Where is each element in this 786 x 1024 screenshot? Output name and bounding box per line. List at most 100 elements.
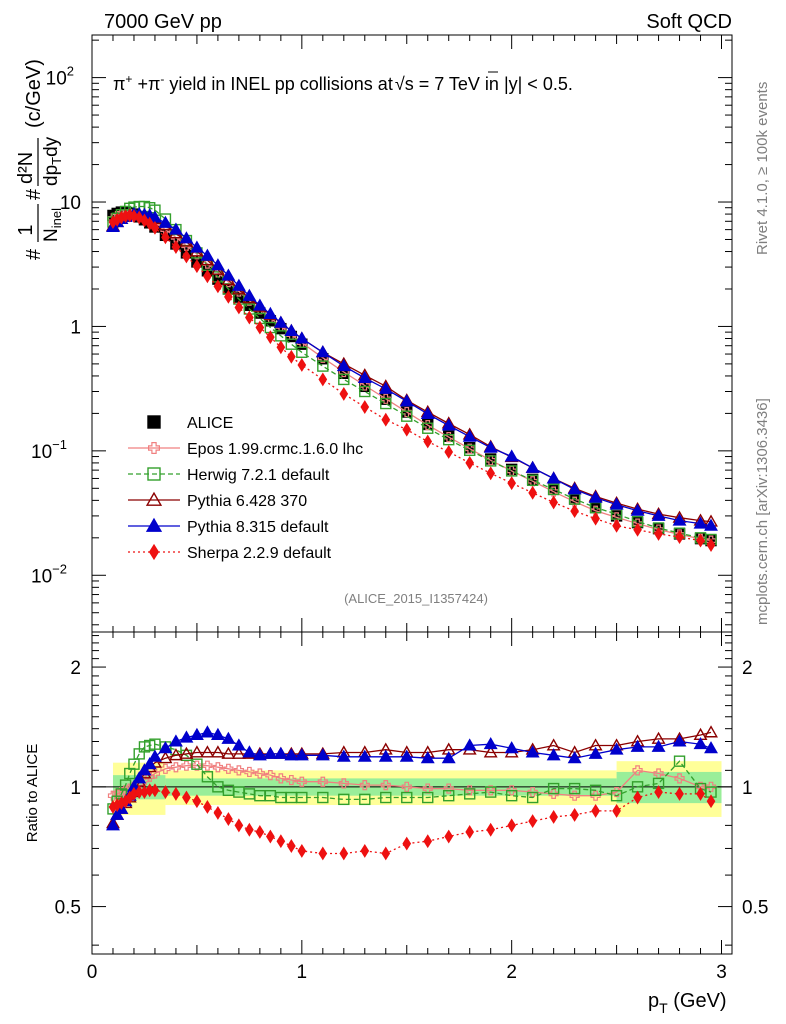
data-point-epos	[506, 785, 517, 796]
data-point-pythia	[179, 231, 194, 244]
data-point-herwig	[443, 433, 455, 446]
data-point-pythia	[252, 298, 267, 311]
data-point-herwig	[401, 410, 413, 422]
legend-label: Herwig 7.2.1 default	[187, 467, 330, 484]
data-point-pythia	[168, 734, 183, 747]
data-point-sherpa	[276, 834, 286, 849]
data-point-pythia	[284, 323, 299, 336]
data-point-sherpa	[423, 434, 433, 449]
data-point-pythia	[294, 748, 309, 761]
data-point-pythia	[693, 516, 708, 529]
data-point-pythia	[651, 508, 666, 521]
data-point-pythia	[137, 763, 152, 776]
data-point-herwig	[401, 791, 413, 804]
data-point-herwig	[589, 784, 602, 797]
data-point-herwig	[296, 346, 308, 358]
data-point-pythia	[399, 749, 414, 762]
data-point-sherpa	[360, 400, 370, 414]
y-tick-label: 102	[46, 64, 74, 90]
data-point-pythia	[525, 745, 540, 758]
data-point-epos	[275, 773, 286, 784]
data-point-epos	[233, 765, 244, 776]
main-x-ticks	[91, 35, 723, 632]
y-tick-label: 10	[60, 193, 81, 214]
data-point-sherpa	[266, 829, 275, 844]
data-point-sherpa	[182, 790, 191, 805]
legend-item-pythia: Pythia 8.315 default	[128, 517, 329, 536]
data-point-herwig	[201, 771, 214, 783]
data-point-sherpa	[224, 812, 233, 826]
data-point-sherpa	[675, 530, 684, 544]
data-point-pythia	[462, 429, 477, 442]
legend-marker-herwig	[147, 467, 161, 481]
ratio-y-tick-label-right: 0.5	[742, 898, 768, 919]
data-point-sherpa	[675, 786, 684, 801]
data-point-epos	[286, 774, 297, 786]
data-point-pythia	[179, 746, 194, 759]
data-point-pythia	[462, 738, 477, 751]
data-point-sherpa	[245, 310, 254, 325]
legend-label: Pythia 8.315 default	[187, 519, 329, 536]
data-point-pythia	[252, 748, 267, 761]
data-point-sherpa	[570, 807, 579, 822]
data-point-pythia	[263, 746, 278, 759]
data-point-sherpa	[213, 279, 223, 294]
data-point-epos	[338, 778, 349, 789]
data-point-sherpa	[234, 818, 244, 833]
data-point-pythia	[263, 306, 278, 319]
data-point-sherpa	[297, 843, 307, 858]
legend-marker-epos	[148, 442, 160, 454]
data-point-sherpa	[549, 810, 558, 824]
data-point-pythia	[221, 746, 236, 759]
data-point-pythia	[221, 268, 236, 281]
data-point-pythia	[525, 460, 540, 473]
legend-marker-alice	[147, 415, 161, 429]
data-point-pythia	[357, 749, 372, 762]
data-point-herwig	[673, 755, 686, 767]
series-sherpa	[108, 208, 716, 552]
data-point-pythia	[273, 315, 288, 328]
data-point-pythia	[106, 818, 120, 831]
data-point-pythia	[189, 745, 204, 758]
data-point-herwig	[547, 483, 560, 496]
data-point-sherpa	[224, 289, 233, 304]
legend-item-herwig: Herwig 7.2.1 default	[128, 467, 330, 484]
data-point-pythia	[420, 406, 435, 419]
plot-title: π+ +π- yield in INEL pp collisions at √s …	[113, 72, 573, 94]
data-point-pythia	[210, 745, 225, 758]
main-plot-panel: 10−2 10−1 1 10 102 π+ +π- yield in INEL pp c…	[15, 34, 733, 633]
data-point-pythia	[142, 757, 157, 770]
data-point-sherpa	[423, 834, 433, 849]
data-point-sherpa	[528, 485, 537, 500]
data-point-pythia	[336, 358, 351, 372]
data-point-pythia	[378, 749, 393, 762]
ratio-y-tick-label: 1	[70, 778, 81, 799]
x-tick-label: 1	[297, 962, 308, 983]
ratio-plot-panel: 0.5 0.5 1 1 2 2 0 1 2 3 Ratio to ALICE pT (GeV)	[24, 631, 768, 1016]
y-tick-label: 10−2	[31, 561, 67, 587]
data-point-epos	[705, 781, 717, 792]
data-point-sherpa	[696, 533, 705, 548]
data-point-pythia	[158, 741, 173, 754]
data-point-pythia	[609, 497, 624, 510]
legend: ALICE Epos 1.99.crmc.1.6.0 lhc Herwig 7.2.…	[128, 415, 363, 562]
data-point-epos	[181, 760, 192, 771]
ylabel-hash2: #	[23, 188, 45, 200]
data-point-sherpa	[161, 230, 170, 245]
ratio-series-group	[106, 725, 718, 861]
data-point-sherpa	[444, 445, 454, 459]
data-point-herwig	[285, 338, 298, 350]
data-point-sherpa	[486, 466, 496, 481]
data-point-epos	[107, 790, 119, 801]
data-point-sherpa	[255, 320, 265, 335]
data-point-epos	[380, 393, 391, 404]
data-point-sherpa	[444, 829, 454, 844]
data-point-herwig	[119, 779, 132, 791]
data-point-pythia	[504, 449, 519, 462]
series-line-epos	[112, 765, 711, 797]
data-point-pythia	[420, 751, 435, 764]
data-point-herwig	[526, 474, 539, 486]
data-point-pythia	[231, 278, 246, 291]
data-point-pythia	[483, 737, 498, 750]
data-point-pythia	[546, 748, 561, 761]
